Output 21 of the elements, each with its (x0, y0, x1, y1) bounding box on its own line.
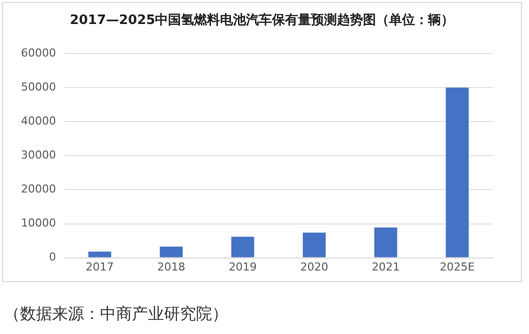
y-tick-label: 0 (48, 250, 56, 264)
x-tick-label: 2018 (157, 260, 186, 274)
y-tick-label: 30000 (20, 148, 56, 162)
y-tick-label: 50000 (20, 80, 56, 94)
chart-title: 2017—2025中国氢燃料电池汽车保有量预测趋势图（单位：辆） (68, 12, 456, 29)
bar (374, 228, 398, 258)
x-tick-label: 2021 (372, 260, 400, 274)
x-tick-label: 2020 (300, 260, 328, 274)
y-tick-label: 10000 (20, 216, 56, 230)
y-tick-label: 60000 (20, 46, 56, 60)
bar (446, 88, 469, 258)
bar (231, 236, 254, 258)
x-tick-label: 2017 (86, 260, 114, 274)
bar (302, 232, 326, 258)
y-tick-label: 20000 (20, 182, 56, 196)
x-tick-label: 2019 (228, 260, 257, 274)
bar (160, 246, 183, 258)
y-tick-label: 40000 (20, 114, 56, 128)
x-tick-label: 2025E (440, 260, 475, 274)
bar (88, 252, 112, 258)
text: （数据来源：中商产业研究院） (4, 304, 228, 325)
